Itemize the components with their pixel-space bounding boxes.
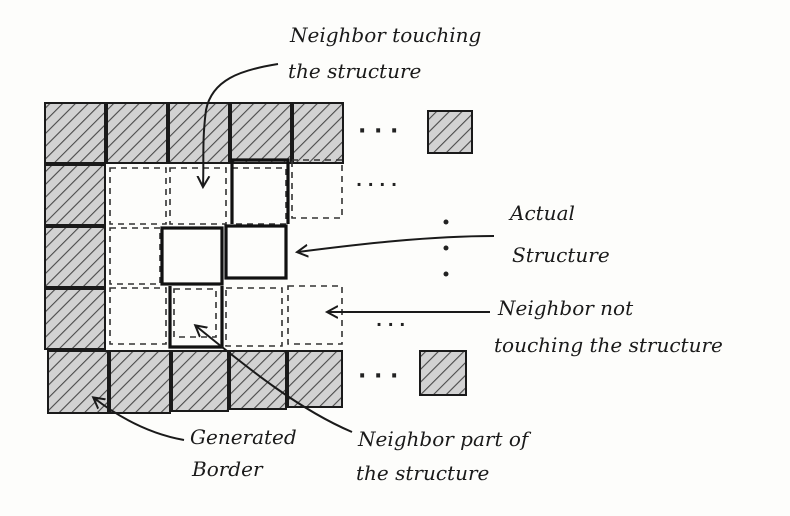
border-cell [287, 350, 343, 408]
border-cell [106, 102, 168, 164]
label-neighbor-not-touching-1: Neighbor not [497, 296, 634, 320]
neighbor-cell [109, 167, 167, 225]
border-row-bottom [47, 350, 467, 414]
label-neighbor-not-touching-2: touching the structure [494, 333, 723, 357]
label-neighbor-touching-2: the structure [288, 59, 421, 83]
border-cell [109, 350, 171, 414]
neighbor-cell [109, 227, 161, 285]
arrow-actual-structure [298, 235, 495, 252]
ellipsis-row-second: · · · · [356, 175, 397, 194]
annotation-arrows [94, 63, 495, 441]
neighbor-cell [231, 167, 287, 225]
label-actual-structure-2: Structure [512, 243, 610, 267]
structure-cell [160, 226, 224, 286]
arrow-neighbor-part [196, 326, 353, 433]
structure-cell-part [168, 286, 224, 349]
neighbor-cell [287, 285, 343, 345]
label-neighbor-touching-1: Neighbor touching [289, 23, 481, 47]
ellipsis-row-top: · · · [358, 119, 398, 144]
border-cell [230, 102, 292, 164]
label-neighbor-part-1: Neighbor part of [357, 427, 532, 451]
border-cell [292, 102, 344, 164]
actual-structure [160, 158, 290, 349]
border-cell-far [427, 110, 473, 154]
border-cell [44, 226, 106, 288]
neighbor-cell-part-inner [173, 288, 217, 338]
border-cell [44, 102, 106, 164]
neighbor-cell [225, 287, 283, 347]
structure-touch-edge [230, 158, 290, 224]
neighbor-cell [169, 167, 227, 225]
label-generated-border-2: Border [191, 457, 264, 481]
label-generated-border-1: Generated [190, 425, 297, 449]
border-cell [171, 350, 229, 412]
border-cell [168, 102, 230, 164]
label-actual-structure-1: Actual [508, 201, 575, 225]
label-neighbor-part-2: the structure [356, 461, 489, 485]
border-cell [44, 164, 106, 226]
border-cell-far [419, 350, 467, 396]
neighbor-cell [291, 159, 343, 219]
structure-cell [224, 224, 288, 280]
border-column-left [44, 164, 106, 350]
ellipsis-row-fourth: · · · [376, 315, 405, 334]
border-cell [47, 350, 109, 414]
arrow-neighbor-touching [203, 63, 279, 186]
ellipsis-row-bottom: · · · [358, 364, 398, 389]
border-row-top [44, 102, 473, 164]
border-cell [44, 288, 106, 350]
arrow-generated-border [94, 398, 185, 441]
ellipsis-vertical [443, 219, 449, 277]
neighbor-cell [109, 287, 167, 345]
